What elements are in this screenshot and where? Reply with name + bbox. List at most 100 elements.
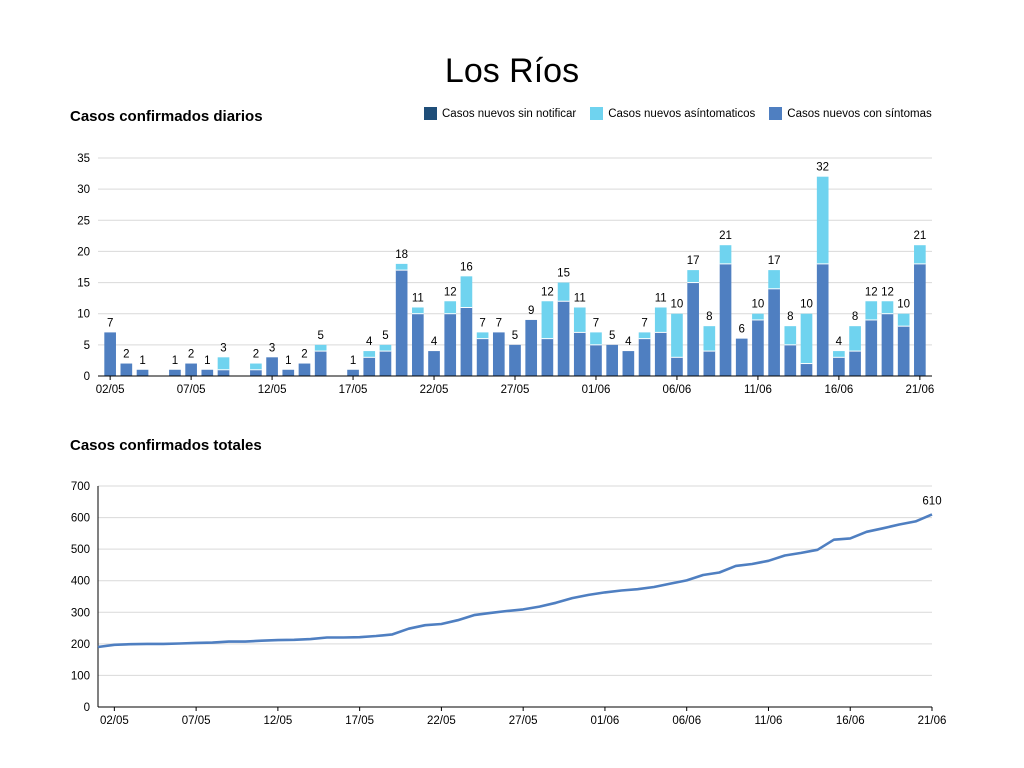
bar-data-label: 4 (625, 336, 632, 348)
bar-data-label: 12 (881, 286, 894, 298)
bar-sintomas (541, 338, 554, 376)
x-tick-label: 21/06 (905, 384, 934, 396)
y-tick-label: 35 (77, 153, 90, 165)
y-tick-label: 0 (84, 702, 90, 714)
bar-sintomas (363, 357, 376, 376)
bar-sintomas (606, 344, 618, 376)
bar-data-label: 21 (913, 230, 926, 242)
bar-asintomaticos (217, 357, 230, 370)
bar-sintomas (444, 313, 457, 376)
x-tick-label: 06/06 (663, 384, 692, 396)
y-tick-label: 25 (77, 215, 90, 227)
bar-data-label: 2 (123, 349, 129, 361)
bar-data-label: 9 (528, 305, 534, 317)
bar-data-label: 1 (350, 355, 356, 367)
x-tick-label: 16/06 (824, 384, 853, 396)
bar-sintomas (590, 344, 602, 376)
y-tick-label: 400 (71, 576, 90, 588)
bar-data-label: 8 (852, 311, 858, 323)
bar-sintomas (816, 263, 829, 376)
x-tick-label: 17/05 (345, 715, 374, 727)
bar-data-label: 17 (687, 255, 700, 267)
page-title: Los Ríos (444, 52, 580, 90)
bar-asintomaticos (395, 263, 408, 271)
bar-data-label: 4 (431, 336, 438, 348)
x-tick-label: 11/06 (744, 384, 772, 396)
bar-data-label: 15 (557, 268, 570, 280)
bar-data-label: 1 (285, 355, 291, 367)
legend-label-sin-notificar: Casos nuevos sin notificar (442, 107, 577, 120)
bar-sintomas (136, 369, 149, 376)
legend-swatch-asintomaticos (590, 107, 604, 120)
bar-sintomas (654, 332, 667, 376)
bar-data-label: 1 (139, 355, 145, 367)
x-tick-label: 12/05 (263, 715, 292, 727)
x-tick-label: 06/06 (672, 715, 701, 727)
total-chart-title: Casos confirmados totales (70, 437, 262, 454)
bar-asintomaticos (768, 270, 780, 289)
y-tick-label: 600 (71, 513, 90, 525)
bar-data-label: 18 (395, 249, 408, 261)
bar-data-label: 8 (706, 311, 712, 323)
bar-sintomas (638, 338, 651, 376)
bar-data-label: 7 (496, 317, 502, 329)
bar-asintomaticos (881, 301, 894, 314)
bar-sintomas (622, 351, 635, 376)
bar-sintomas (347, 369, 359, 376)
bar-sintomas (703, 351, 716, 376)
bar-data-label: 5 (382, 330, 388, 342)
bar-sintomas (185, 363, 197, 376)
bar-sintomas (395, 270, 408, 376)
bar-sintomas (849, 351, 861, 376)
bar-data-label: 2 (301, 349, 307, 361)
bar-asintomaticos (849, 326, 861, 352)
bar-data-label: 5 (609, 330, 615, 342)
daily-chart-title: Casos confirmados diarios (70, 108, 263, 125)
bar-data-label: 7 (107, 317, 113, 329)
chart-legend: Casos nuevos sin notificar Casos nuevos … (424, 107, 932, 120)
total-cases-line (97, 513, 933, 649)
bar-asintomaticos (444, 301, 457, 314)
y-tick-label: 100 (71, 670, 90, 682)
x-tick-label: 07/05 (177, 384, 206, 396)
bar-sintomas (557, 301, 570, 376)
bar-data-label: 12 (541, 286, 554, 298)
y-tick-label: 200 (71, 639, 90, 651)
bar-sintomas (379, 351, 392, 376)
x-tick-label: 27/05 (501, 384, 530, 396)
x-tick-label: 12/05 (258, 384, 287, 396)
bar-sintomas (282, 369, 295, 376)
bar-data-label: 32 (816, 162, 829, 174)
x-tick-label: 01/06 (582, 384, 611, 396)
bar-sintomas (735, 338, 748, 376)
y-tick-label: 500 (71, 544, 90, 556)
y-tick-label: 30 (77, 184, 90, 196)
bar-sintomas (266, 357, 278, 376)
x-tick-label: 22/05 (427, 715, 456, 727)
bar-sintomas (476, 338, 489, 376)
bar-sintomas (525, 319, 538, 376)
bar-sintomas (201, 369, 214, 376)
y-tick-label: 300 (71, 607, 90, 619)
bar-asintomaticos (784, 326, 797, 345)
bar-data-label: 2 (188, 349, 194, 361)
bar-asintomaticos (719, 245, 732, 264)
bar-sintomas (833, 357, 845, 376)
bar-sintomas (104, 332, 116, 376)
bar-sintomas (169, 369, 181, 376)
bar-asintomaticos (363, 351, 376, 358)
bar-asintomaticos (250, 363, 262, 370)
legend-swatch-sin-notificar (424, 107, 437, 120)
bar-data-label: 10 (671, 299, 684, 311)
bar-data-label: 7 (641, 317, 647, 329)
bar-data-label: 10 (800, 299, 813, 311)
bar-sintomas (428, 351, 440, 376)
bar-asintomaticos (638, 332, 651, 339)
bar-sintomas (492, 332, 505, 376)
bar-data-label: 10 (752, 299, 765, 311)
bar-asintomaticos (412, 307, 424, 314)
bar-data-label: 6 (739, 324, 745, 336)
bar-data-label: 3 (220, 342, 226, 354)
